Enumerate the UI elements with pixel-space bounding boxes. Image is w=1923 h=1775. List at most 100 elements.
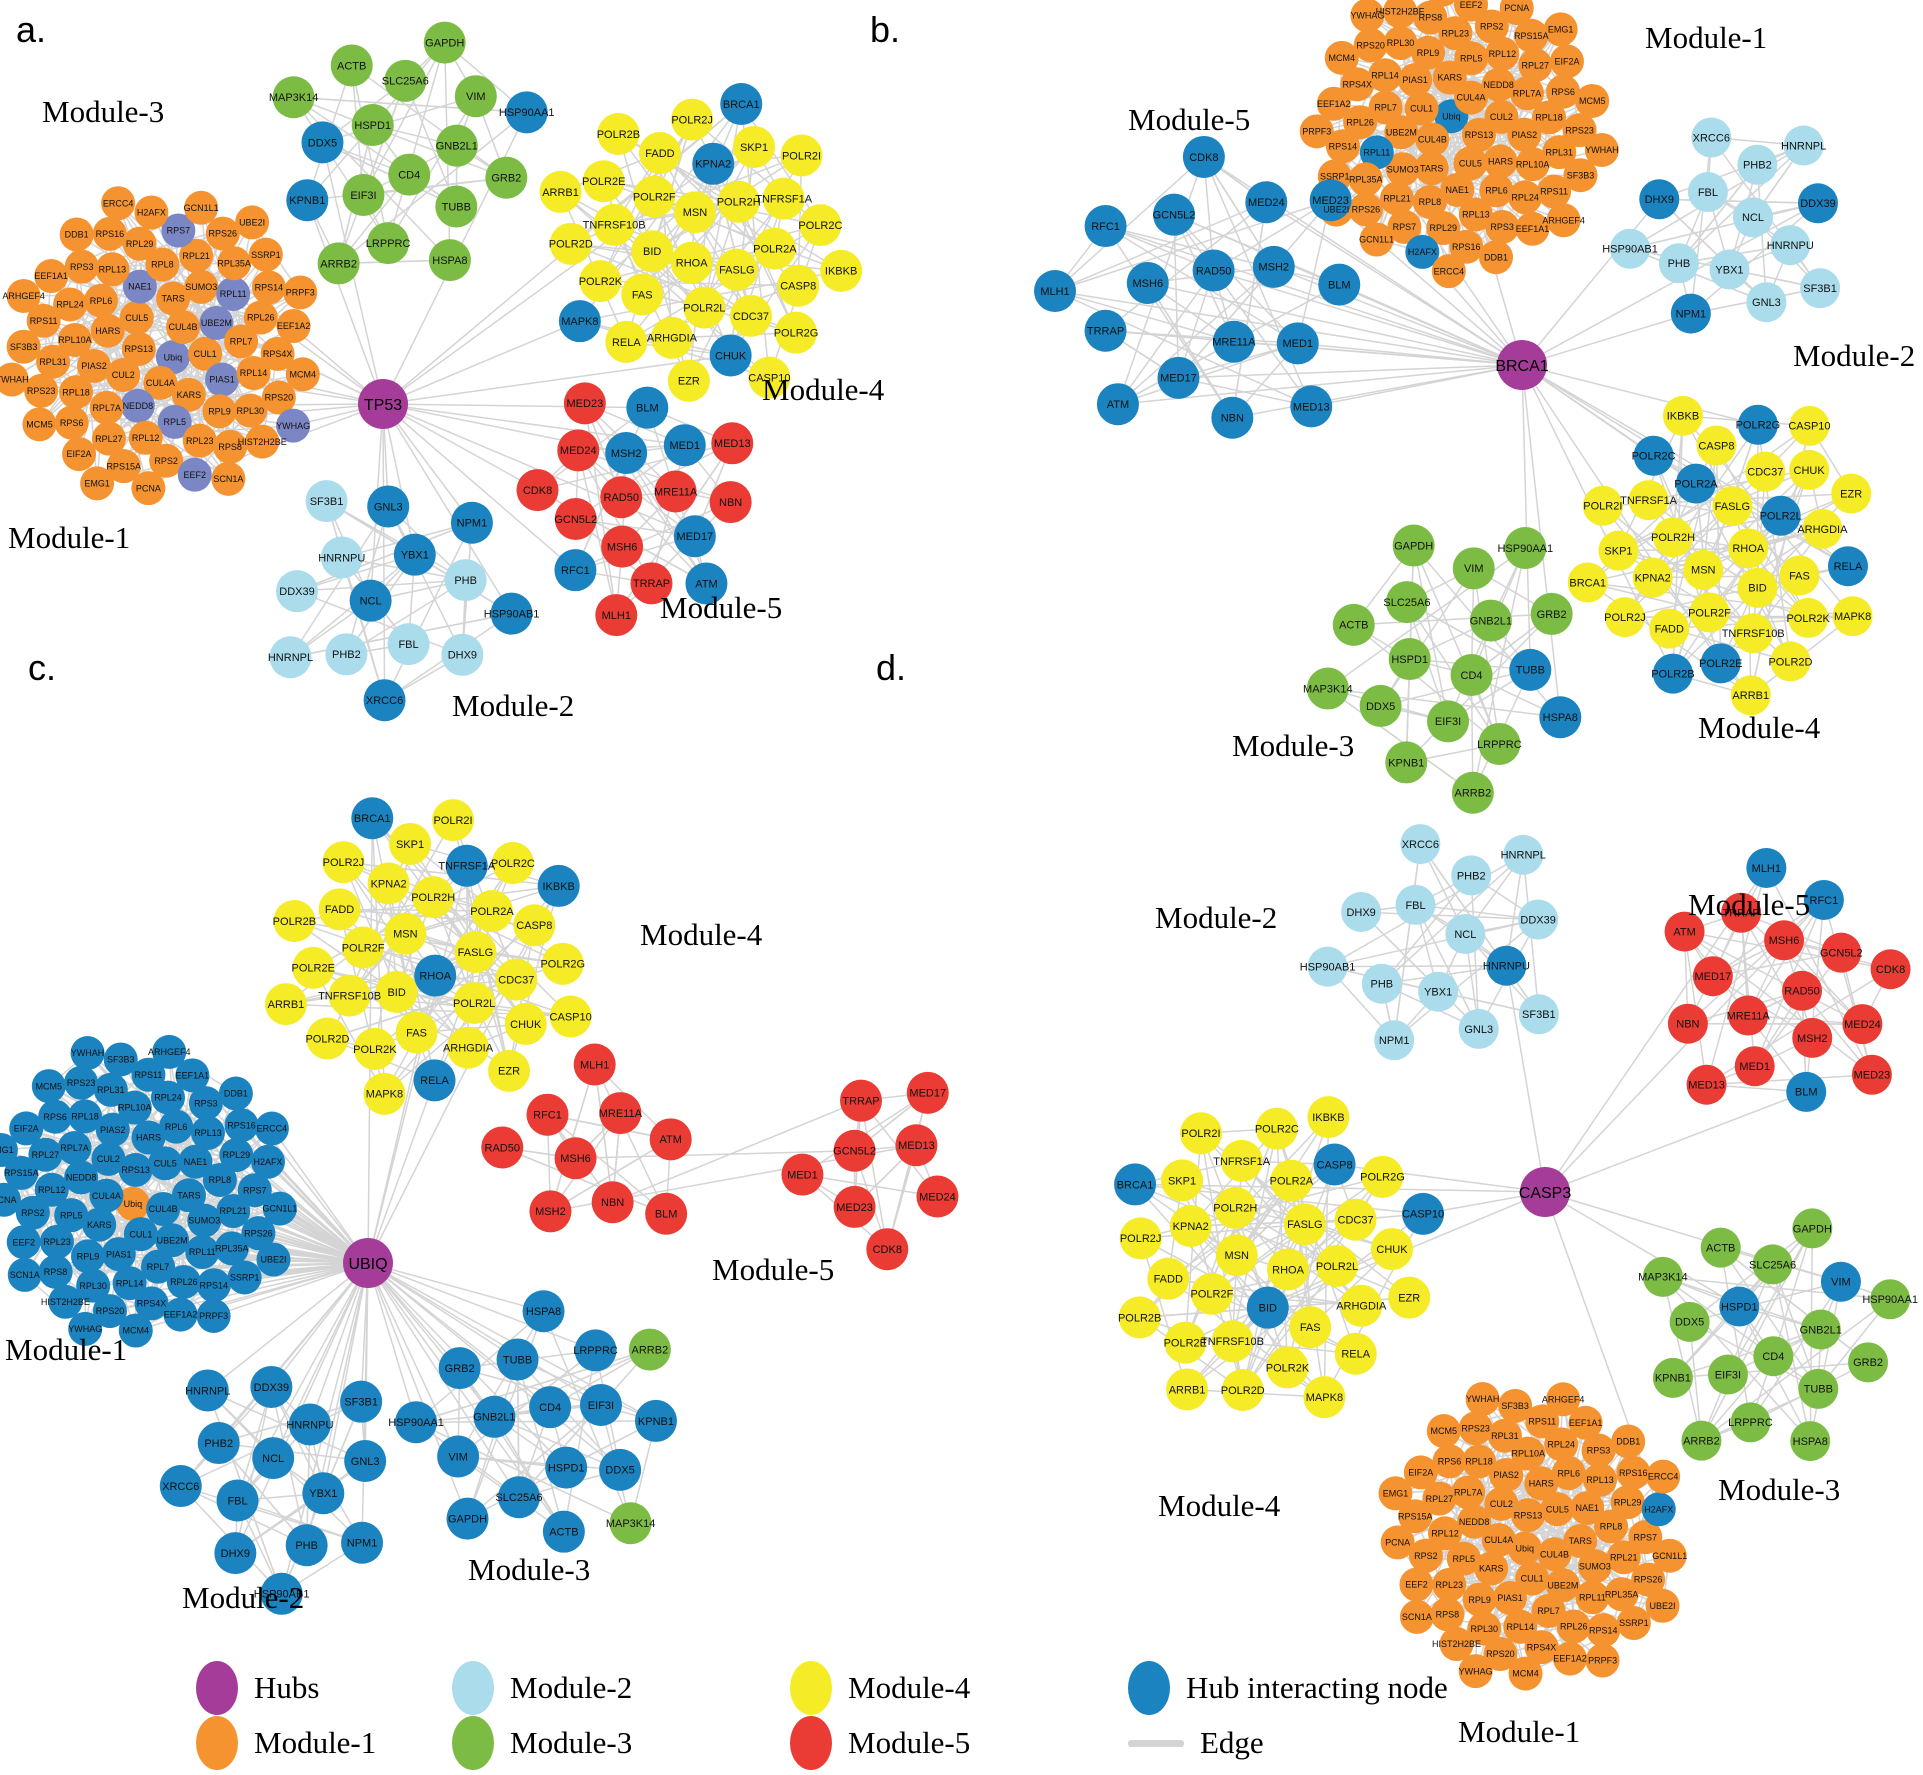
node-RPL18 bbox=[59, 375, 94, 410]
node-POLR2D bbox=[1770, 641, 1811, 682]
node-RPL8 bbox=[145, 247, 180, 282]
node-MSH6 bbox=[1126, 261, 1169, 304]
node-POLR2J bbox=[1604, 597, 1645, 638]
node-IKBKB bbox=[1662, 395, 1703, 436]
node-BLM bbox=[1786, 1071, 1827, 1112]
node-IKBKB bbox=[537, 864, 580, 907]
node-PIAS1 bbox=[205, 362, 240, 397]
node-TRRAP bbox=[630, 562, 673, 605]
node-SLC25A6 bbox=[497, 1476, 540, 1519]
node-GAPDH bbox=[1392, 524, 1435, 567]
node-RPL5 bbox=[1446, 1541, 1481, 1576]
node-MED23 bbox=[1309, 179, 1352, 222]
node-MED13 bbox=[895, 1124, 938, 1167]
node-RPL24 bbox=[1544, 1427, 1579, 1462]
node-DDB1 bbox=[1611, 1424, 1646, 1459]
node-HNRNPL bbox=[1783, 125, 1824, 166]
node-RHOA bbox=[1267, 1248, 1310, 1291]
node-SF3B1 bbox=[305, 480, 348, 523]
node-RPS2 bbox=[149, 443, 184, 478]
node-EEF1A2 bbox=[163, 1297, 198, 1332]
node-RPS7 bbox=[161, 213, 196, 248]
node-EMG1 bbox=[0, 1133, 18, 1168]
node-RPS14 bbox=[1325, 129, 1360, 164]
node-UBE2I bbox=[235, 205, 270, 240]
node-CASP8 bbox=[1313, 1143, 1356, 1186]
labels: Module-1 Module-3 Module-4 Module-2 Module-5… bbox=[5, 9, 1915, 1749]
node-RPS4X bbox=[1340, 67, 1375, 102]
module-label-module-3: Module-3 bbox=[42, 94, 164, 129]
node-FBL bbox=[1687, 172, 1728, 213]
node-MLH1 bbox=[1746, 847, 1787, 888]
node-YWHAH bbox=[0, 362, 29, 397]
node-KPNA2 bbox=[692, 142, 735, 185]
node-SF3B3 bbox=[1498, 1388, 1533, 1423]
node-CD4 bbox=[1450, 654, 1493, 697]
node-ACTB bbox=[542, 1510, 585, 1553]
node-BRCA1 bbox=[720, 82, 763, 125]
node-PIAS2 bbox=[77, 348, 112, 383]
node-GAPDH bbox=[1792, 1208, 1833, 1249]
node-RPL9 bbox=[1462, 1582, 1497, 1617]
node-EEF1A2 bbox=[1552, 1641, 1587, 1676]
node-ARHGEF4 bbox=[152, 1034, 187, 1069]
node-FBL bbox=[216, 1479, 259, 1522]
node-MRE11A bbox=[654, 470, 697, 513]
node-BID bbox=[1737, 567, 1778, 608]
node-MSH2 bbox=[605, 432, 648, 475]
node-RPS13 bbox=[1511, 1498, 1546, 1533]
hub-label-CASP3: CASP3 bbox=[1519, 1185, 1572, 1202]
node-HARS bbox=[1524, 1466, 1559, 1501]
node-VIM bbox=[1452, 547, 1495, 590]
node-PIAS1 bbox=[1493, 1580, 1528, 1615]
node-POLR2B bbox=[1652, 653, 1693, 694]
node-POLR2C bbox=[491, 842, 534, 885]
node-GCN1L1 bbox=[1359, 222, 1394, 257]
node-RPS26 bbox=[241, 1216, 276, 1251]
node-FASLG bbox=[1283, 1203, 1326, 1246]
edges bbox=[0, 0, 1892, 1675]
node-RPS16 bbox=[1449, 229, 1484, 264]
node-CUL2 bbox=[91, 1141, 126, 1176]
node-RPS26 bbox=[1631, 1562, 1666, 1597]
node-KPNA2 bbox=[367, 862, 410, 905]
node-CUL2 bbox=[1484, 1486, 1519, 1521]
node-BLM bbox=[626, 386, 669, 429]
node-RPL7A bbox=[1451, 1475, 1486, 1510]
node-RPL6 bbox=[1551, 1456, 1586, 1491]
node-PRPF3 bbox=[1585, 1643, 1620, 1678]
node-EEF2 bbox=[177, 457, 212, 492]
node-POLR2D bbox=[549, 222, 592, 265]
node-EMG1 bbox=[80, 466, 115, 501]
node-HIST2H2BE bbox=[245, 424, 280, 459]
node-CASP10 bbox=[549, 995, 592, 1038]
node-NEDD8 bbox=[64, 1160, 99, 1195]
node-RPL27 bbox=[1518, 48, 1553, 83]
node-RFC1 bbox=[526, 1093, 569, 1136]
node-ERCC4 bbox=[1431, 254, 1466, 289]
node-HARS bbox=[90, 313, 125, 348]
node-GRB2 bbox=[1848, 1342, 1889, 1383]
node-KPNA2 bbox=[1169, 1205, 1212, 1248]
node-MED17 bbox=[1692, 956, 1733, 997]
hub-node-UBIQ bbox=[343, 1238, 393, 1288]
node-CHUK bbox=[1789, 449, 1830, 490]
node-RPS16 bbox=[224, 1108, 259, 1143]
node-RPL11 bbox=[1575, 1580, 1610, 1615]
node-RPS15A bbox=[4, 1155, 39, 1190]
node-RPS4X bbox=[1524, 1630, 1559, 1665]
node-UBE2M bbox=[1545, 1568, 1580, 1603]
node-EIF3I bbox=[1707, 1354, 1748, 1395]
node-RPL6 bbox=[83, 283, 118, 318]
node-RPL5 bbox=[54, 1198, 89, 1233]
node-BRCA1 bbox=[351, 797, 394, 840]
node-POLR2K bbox=[1788, 597, 1829, 638]
node-ERCC4 bbox=[254, 1111, 289, 1146]
node-RPS20 bbox=[92, 1294, 127, 1329]
node-NAE1 bbox=[1570, 1491, 1605, 1526]
node-ARRB1 bbox=[264, 983, 307, 1026]
node-RPL12 bbox=[34, 1172, 69, 1207]
node-NPM1 bbox=[1670, 293, 1711, 334]
node-MAP3K14 bbox=[609, 1502, 652, 1545]
